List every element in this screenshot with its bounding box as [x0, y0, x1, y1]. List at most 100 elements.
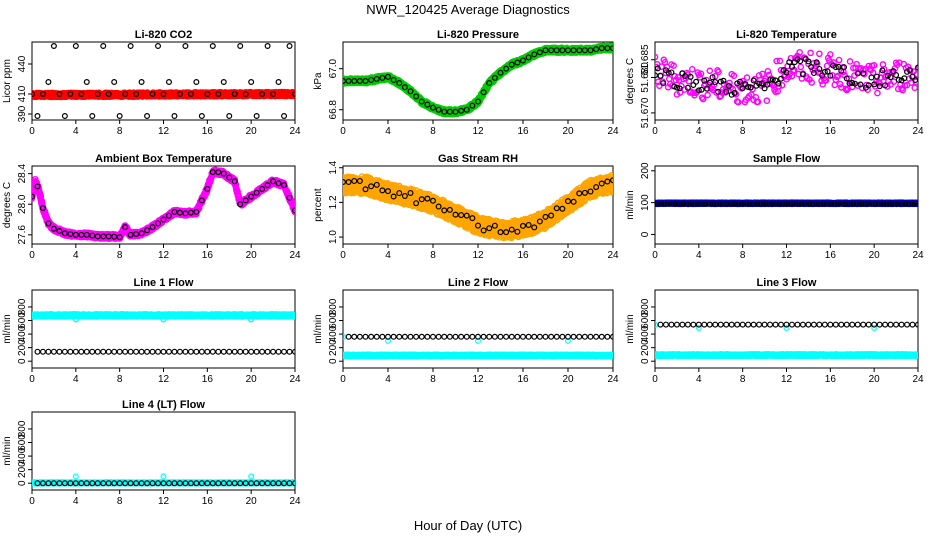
data-point	[122, 224, 129, 231]
figure-x-label: Hour of Day (UTC)	[414, 518, 522, 533]
data-point	[808, 79, 816, 86]
data-point	[424, 101, 431, 108]
x-tick-label: 4	[385, 126, 391, 137]
x-tick-label: 12	[472, 250, 484, 261]
data-point	[725, 82, 732, 89]
data-point	[674, 73, 682, 81]
y-axis-label: percent	[313, 188, 324, 222]
x-tick-label: 20	[246, 250, 258, 261]
data-point	[882, 82, 889, 89]
data-point	[698, 86, 705, 93]
x-tick-label: 4	[385, 250, 391, 261]
x-tick-label: 4	[73, 250, 79, 261]
data-point	[873, 73, 880, 80]
data-point	[253, 112, 260, 119]
data-point	[209, 42, 216, 49]
data-point	[769, 76, 776, 83]
data-point	[45, 220, 52, 227]
data-point	[712, 79, 719, 86]
y-tick-label: 27.6	[17, 225, 28, 245]
data-point	[94, 233, 101, 240]
data-point	[531, 51, 538, 58]
x-tick-label: 12	[158, 126, 170, 137]
data-point	[418, 98, 425, 105]
data-point	[72, 42, 79, 49]
y-axis-label: kPa	[313, 72, 324, 90]
data-point	[816, 50, 823, 58]
data-point	[843, 75, 850, 82]
x-tick-label: 16	[825, 126, 837, 137]
data-point	[204, 90, 211, 97]
data-point	[281, 182, 288, 189]
data-point	[830, 59, 837, 66]
panel-title: Gas Stream RH	[438, 153, 518, 165]
x-tick-label: 24	[289, 250, 301, 261]
data-point	[264, 42, 271, 49]
data-point	[821, 68, 828, 75]
data-point	[739, 85, 746, 92]
data-point	[127, 42, 134, 49]
data-point	[525, 54, 532, 61]
data-point	[704, 91, 711, 99]
data-point	[226, 112, 233, 119]
panel-title: Li-820 Temperature	[736, 29, 837, 41]
data-point	[248, 78, 255, 85]
data-point	[503, 65, 510, 72]
data-point	[435, 106, 442, 113]
data-point	[706, 67, 714, 75]
data-point	[292, 91, 295, 97]
data-point	[706, 79, 713, 86]
data-point	[407, 88, 414, 95]
data-point	[45, 78, 52, 85]
data-point	[56, 228, 63, 235]
series-rh-raw	[343, 172, 613, 242]
data-point	[827, 72, 834, 79]
data-point	[775, 82, 783, 90]
x-tick-label: 24	[912, 126, 924, 137]
data-point	[368, 76, 375, 83]
y-tick-label: 28.0	[17, 194, 28, 214]
data-point	[834, 72, 842, 80]
data-point	[446, 108, 453, 115]
data-point	[836, 80, 844, 88]
data-point	[832, 64, 839, 71]
data-point	[887, 74, 894, 81]
data-point	[901, 75, 908, 82]
x-tick-label: 24	[607, 250, 619, 261]
x-tick-label: 0	[340, 126, 346, 137]
data-point	[38, 197, 46, 205]
data-point	[111, 233, 118, 240]
data-point	[610, 45, 613, 52]
x-tick-label: 20	[562, 126, 574, 137]
data-point	[89, 232, 96, 239]
data-point	[687, 73, 694, 80]
data-point	[519, 57, 526, 64]
data-point	[536, 49, 543, 56]
data-point	[874, 89, 881, 97]
x-tick-label: 16	[517, 126, 529, 137]
data-point	[773, 57, 780, 65]
data-point	[373, 75, 380, 82]
data-point	[593, 46, 600, 53]
x-tick-label: 24	[607, 126, 619, 137]
data-point	[89, 112, 96, 119]
data-point	[767, 76, 774, 83]
data-point	[497, 69, 504, 76]
data-point	[144, 112, 151, 119]
data-point	[475, 98, 482, 105]
data-point	[570, 47, 577, 54]
x-tick-label: 0	[29, 250, 35, 261]
data-point	[133, 90, 140, 97]
data-point	[105, 90, 112, 97]
data-point	[362, 77, 369, 84]
data-point	[204, 185, 211, 192]
data-point	[220, 170, 227, 177]
data-point	[715, 68, 722, 76]
data-point	[231, 178, 238, 185]
data-point	[61, 230, 68, 237]
data-point	[734, 98, 742, 106]
x-tick-label: 12	[158, 250, 170, 261]
y-tick-label: 440	[17, 55, 28, 72]
data-point	[871, 81, 878, 88]
series-box-temperature-raw	[32, 166, 295, 242]
